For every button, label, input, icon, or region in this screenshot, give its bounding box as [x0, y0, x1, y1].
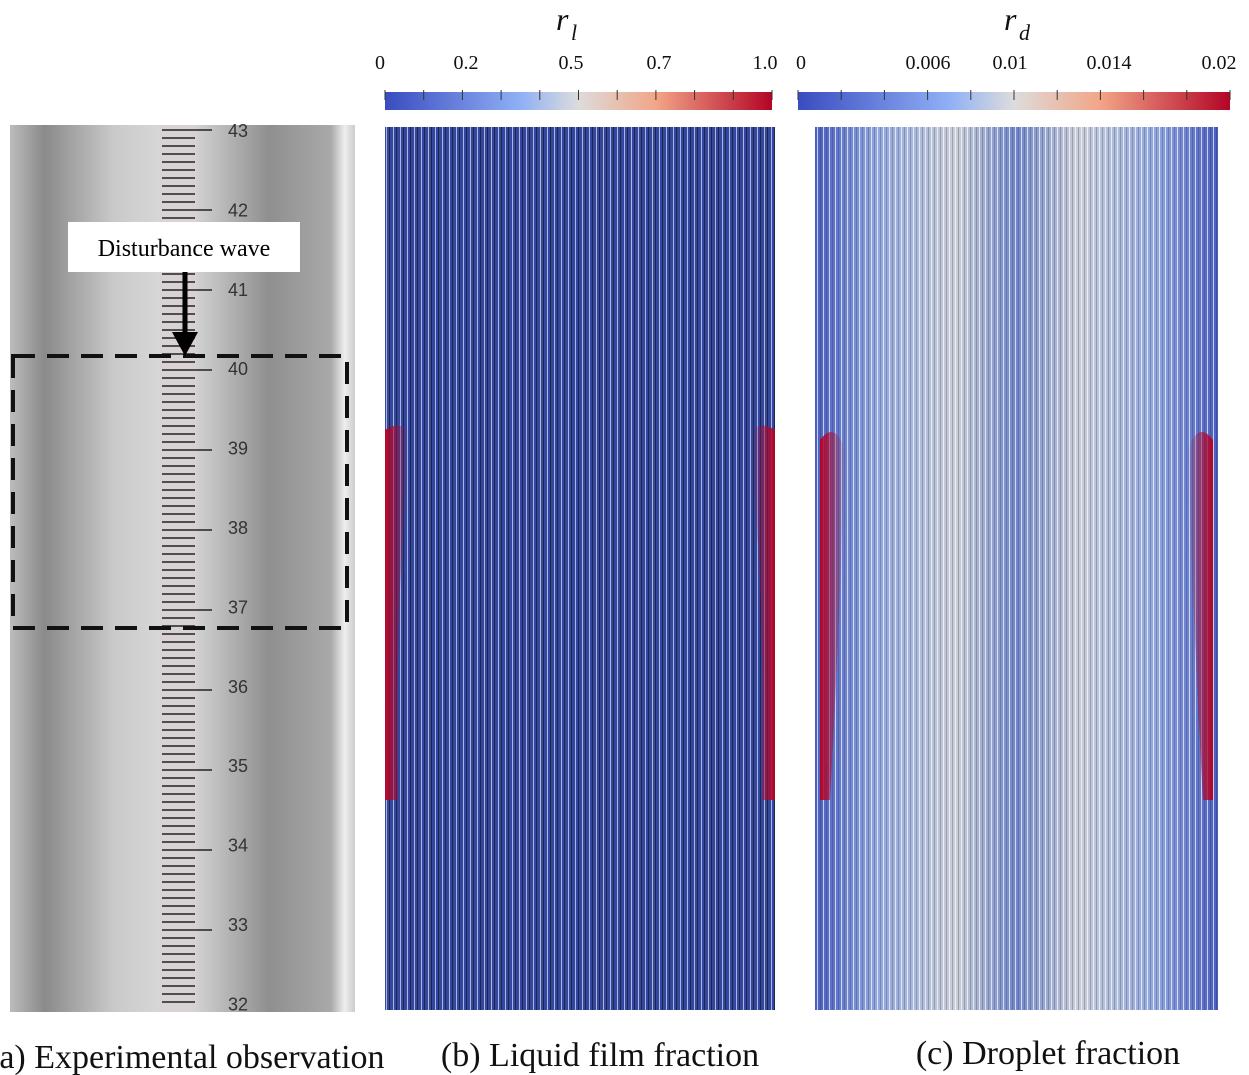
colorbar-tick-label: 0	[796, 52, 806, 74]
film-panel	[385, 92, 775, 1010]
ruler-label: 36	[228, 677, 248, 697]
caption: (a) Experimental observation	[0, 1039, 385, 1075]
annotation: Disturbance wave	[98, 236, 271, 262]
colorbar-tick-label: 1.0	[753, 52, 778, 74]
ruler-label: 34	[228, 836, 248, 856]
ruler-label: 40	[228, 359, 248, 379]
ruler-label: 42	[228, 200, 248, 220]
ruler-label: 32	[228, 994, 248, 1014]
colorbar-tick-label: 0.2	[454, 52, 479, 74]
ruler-label: 37	[228, 597, 248, 617]
streamlines	[815, 127, 1218, 1010]
photo-panel: Disturbance wave	[10, 125, 355, 1012]
caption: (c) Droplet fraction	[916, 1035, 1180, 1072]
ruler-label: 38	[228, 518, 248, 538]
film-field	[385, 127, 775, 1010]
ruler-label: 35	[228, 756, 248, 776]
ruler-label: 41	[228, 280, 248, 300]
ruler-label: 33	[228, 915, 248, 935]
figure: Disturbance wave (a) Experimental observ…	[0, 0, 1249, 1075]
colorbar-tick-label: 0.01	[993, 52, 1028, 74]
colorbar-tick-label: 0	[375, 52, 385, 74]
colorbar-tick-label: 0.006	[906, 52, 951, 74]
droplet-panel	[798, 92, 1230, 1010]
ruler-label: 39	[228, 439, 248, 459]
caption: (b) Liquid film fraction	[441, 1037, 759, 1074]
colorbar-tick-label: 0.02	[1202, 52, 1237, 74]
colorbar-tick-label: 0.5	[559, 52, 584, 74]
colorbar-subscript: d	[1019, 20, 1031, 45]
colorbar-subscript: l	[571, 20, 577, 45]
colorbar-tick-label: 0.7	[647, 52, 672, 74]
colorbar-symbol: r	[556, 1, 569, 37]
colorbar-symbol: r	[1004, 1, 1017, 37]
ruler-label: 43	[228, 121, 248, 141]
colorbar-tick-label: 0.014	[1087, 52, 1132, 74]
